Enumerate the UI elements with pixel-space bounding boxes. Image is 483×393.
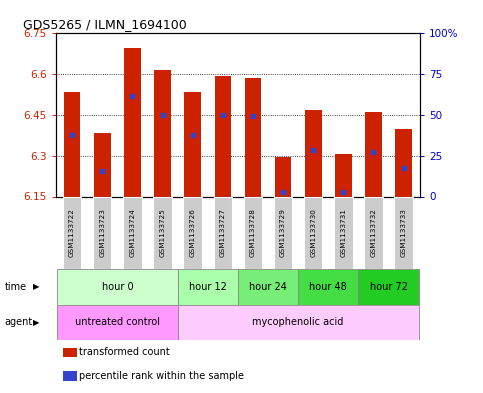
Bar <box>214 75 231 196</box>
Text: hour 48: hour 48 <box>310 282 347 292</box>
Bar <box>238 269 298 305</box>
Bar <box>178 269 238 305</box>
Bar <box>153 196 172 269</box>
Bar <box>185 92 201 196</box>
Bar <box>364 196 383 269</box>
Text: mycophenolic acid: mycophenolic acid <box>253 317 344 327</box>
Bar <box>123 196 142 269</box>
Text: hour 12: hour 12 <box>189 282 227 292</box>
Bar <box>274 196 292 269</box>
Bar <box>213 196 232 269</box>
Text: time: time <box>5 282 27 292</box>
Bar <box>244 196 262 269</box>
Bar <box>63 371 77 380</box>
Text: GSM1133732: GSM1133732 <box>370 208 376 257</box>
Text: GSM1133727: GSM1133727 <box>220 208 226 257</box>
Text: hour 24: hour 24 <box>249 282 287 292</box>
Text: agent: agent <box>5 317 33 327</box>
Bar <box>124 48 141 196</box>
Bar <box>275 157 291 196</box>
Text: ▶: ▶ <box>33 318 40 327</box>
Bar <box>64 92 80 196</box>
Text: hour 0: hour 0 <box>101 282 133 292</box>
Text: untreated control: untreated control <box>75 317 160 327</box>
Text: GDS5265 / ILMN_1694100: GDS5265 / ILMN_1694100 <box>23 18 186 31</box>
Bar <box>178 305 419 340</box>
Bar <box>358 269 419 305</box>
Text: GSM1133725: GSM1133725 <box>159 208 166 257</box>
Bar <box>57 305 178 340</box>
Text: GSM1133729: GSM1133729 <box>280 208 286 257</box>
Bar <box>93 196 112 269</box>
Bar <box>154 70 171 196</box>
Text: GSM1133724: GSM1133724 <box>129 208 135 257</box>
Bar <box>63 347 77 357</box>
Bar <box>245 78 261 196</box>
Bar <box>184 196 202 269</box>
Text: GSM1133730: GSM1133730 <box>310 208 316 257</box>
Bar <box>63 196 81 269</box>
Text: hour 72: hour 72 <box>369 282 408 292</box>
Bar <box>396 129 412 196</box>
Bar <box>365 112 382 196</box>
Bar <box>335 154 352 196</box>
Text: percentile rank within the sample: percentile rank within the sample <box>79 371 244 381</box>
Bar <box>298 269 358 305</box>
Bar <box>304 196 323 269</box>
Bar <box>94 132 111 196</box>
Text: ▶: ▶ <box>33 283 40 291</box>
Bar <box>334 196 353 269</box>
Text: GSM1133726: GSM1133726 <box>190 208 196 257</box>
Text: transformed count: transformed count <box>79 347 170 357</box>
Text: GSM1133723: GSM1133723 <box>99 208 105 257</box>
Text: GSM1133731: GSM1133731 <box>341 208 346 257</box>
Text: GSM1133733: GSM1133733 <box>400 208 407 257</box>
Bar <box>395 196 413 269</box>
Bar <box>305 110 322 196</box>
Text: GSM1133722: GSM1133722 <box>69 208 75 257</box>
Text: GSM1133728: GSM1133728 <box>250 208 256 257</box>
Bar <box>57 269 178 305</box>
